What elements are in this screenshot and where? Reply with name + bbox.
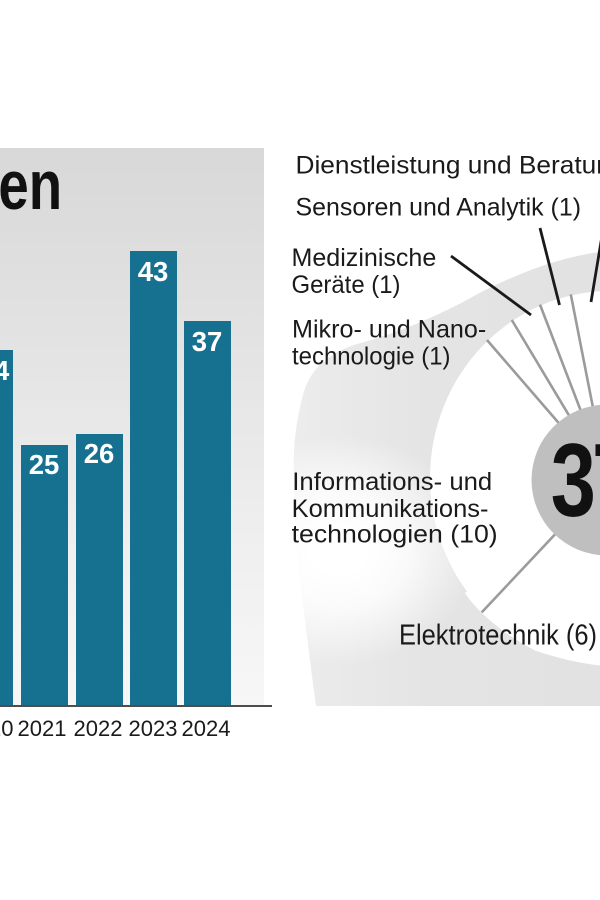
svg-text:Medizinische: Medizinische [292,244,437,272]
svg-text:Mikro- und Nano-: Mikro- und Nano- [292,316,486,344]
svg-text:Kommunikations-: Kommunikations- [292,495,489,523]
svg-text:Sensoren und Analytik (1): Sensoren und Analytik (1) [296,193,582,221]
svg-text:Dienstleistung und Beratung: Dienstleistung und Beratung [296,152,600,180]
svg-text:7: 7 [592,422,600,538]
svg-text:technologien (10): technologien (10) [292,521,498,549]
svg-text:3: 3 [551,422,596,538]
svg-text:Elektrotechnik (6): Elektrotechnik (6) [399,620,597,652]
svg-text:technologie (1): technologie (1) [292,343,451,371]
svg-text:Informations- und: Informations- und [292,468,492,496]
svg-text:Geräte (1): Geräte (1) [292,271,401,299]
